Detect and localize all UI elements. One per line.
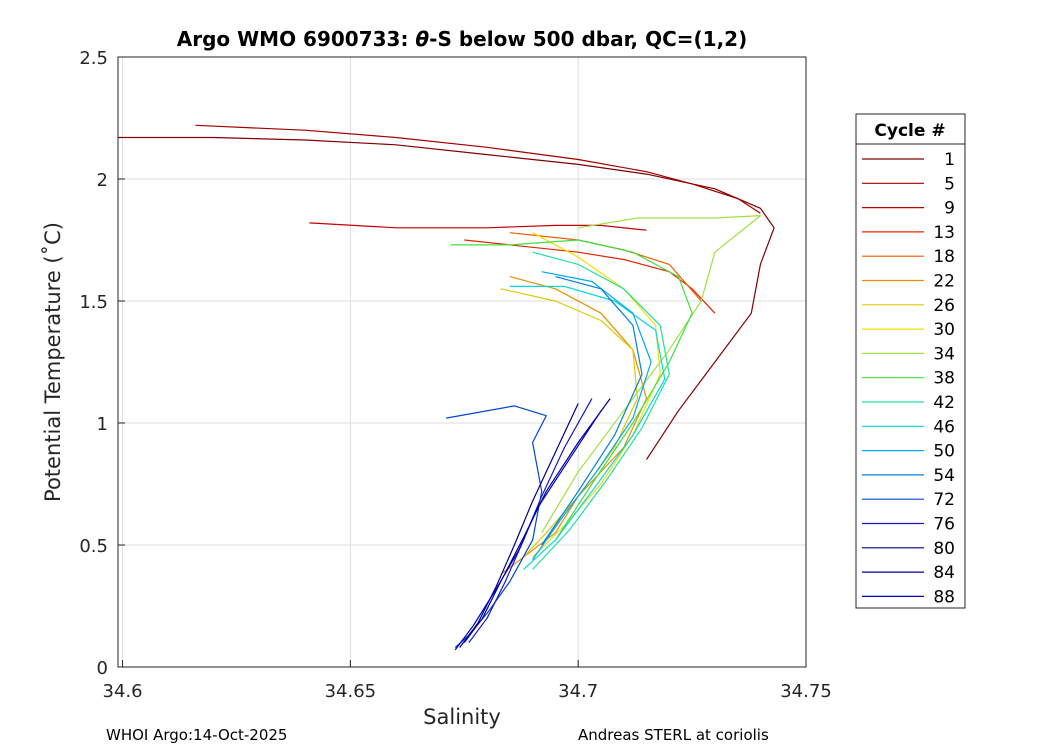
footer-left: WHOI Argo:14-Oct-2025: [106, 726, 288, 744]
series-line-cycle-5: [195, 124, 761, 214]
series-line-cycle-42: [532, 251, 670, 570]
series-line-cycle-34: [541, 215, 762, 534]
series-line-cycle-46: [509, 285, 666, 570]
plot-frame: [117, 56, 807, 668]
x-axis-ticks: 34.6 34.65 34.7 34.75: [103, 660, 832, 702]
legend-title: Cycle #: [874, 121, 945, 141]
legend-items: 1 5 9 13 18 22 26 30 34 38 42 46 50 54 72 76 80 84 88: [862, 150, 955, 607]
legend-label-cycle-50: 50: [933, 442, 955, 462]
legend-label-cycle-1: 1: [944, 150, 955, 170]
chart-title: Argo WMO 6900733: θ-S below 500 dbar, QC…: [177, 27, 747, 51]
y-tick-label: 1: [97, 414, 108, 435]
series-line-cycle-80: [459, 403, 579, 648]
series-line-cycle-38: [450, 239, 693, 541]
legend-label-cycle-34: 34: [933, 344, 955, 364]
plot-area: [118, 57, 806, 667]
y-axis-ticks: 0 0.5 1 1.5 2 2.5: [79, 48, 125, 679]
y-tick-label: 2.5: [79, 48, 108, 69]
series-layer: [118, 124, 775, 651]
legend-label-cycle-88: 88: [933, 587, 955, 607]
legend-label-cycle-76: 76: [933, 515, 955, 535]
series-line-cycle-26: [500, 288, 639, 558]
legend-label-cycle-26: 26: [933, 296, 955, 316]
series-line-cycle-9: [309, 222, 647, 231]
series-line-cycle-22: [500, 276, 648, 575]
legend-label-cycle-46: 46: [933, 417, 955, 437]
legend-label-cycle-9: 9: [944, 199, 955, 219]
legend-box: [855, 113, 966, 609]
series-line-cycle-84: [463, 398, 611, 643]
x-axis-label: Salinity: [423, 705, 501, 729]
legend-label-cycle-84: 84: [933, 563, 955, 583]
legend-label-cycle-5: 5: [944, 174, 955, 194]
legend-label-cycle-22: 22: [933, 272, 955, 292]
y-tick-label: 0: [97, 658, 108, 679]
y-tick-label: 1.5: [79, 292, 108, 313]
y-tick-label: 2: [97, 170, 108, 191]
x-tick-label: 34.6: [103, 681, 143, 702]
series-line-cycle-54: [541, 276, 643, 546]
legend-label-cycle-13: 13: [933, 223, 955, 243]
legend-label-cycle-38: 38: [933, 369, 955, 389]
legend-label-cycle-72: 72: [933, 490, 955, 510]
series-line-cycle-13: [464, 239, 716, 314]
y-tick-label: 0.5: [79, 536, 108, 557]
legend-label-cycle-42: 42: [933, 393, 955, 413]
series-line-cycle-88: [454, 410, 602, 651]
footer-right: Andreas STERL at coriolis: [578, 726, 769, 744]
series-line-cycle-50: [532, 271, 652, 560]
legend-label-cycle-18: 18: [933, 247, 955, 267]
legend-label-cycle-30: 30: [933, 320, 955, 340]
y-axis-label: Potential Temperature (˚C): [41, 222, 65, 502]
legend-label-cycle-54: 54: [933, 466, 955, 486]
x-tick-label: 34.65: [325, 681, 377, 702]
legend: Cycle # 1 5 9 13 18 22 26 30 34 38 42 46 50 54 72 76 80 8…: [855, 113, 966, 609]
series-line-cycle-1: [118, 136, 775, 460]
x-tick-label: 34.7: [558, 681, 598, 702]
x-tick-label: 34.75: [780, 681, 832, 702]
legend-label-cycle-80: 80: [933, 539, 955, 559]
